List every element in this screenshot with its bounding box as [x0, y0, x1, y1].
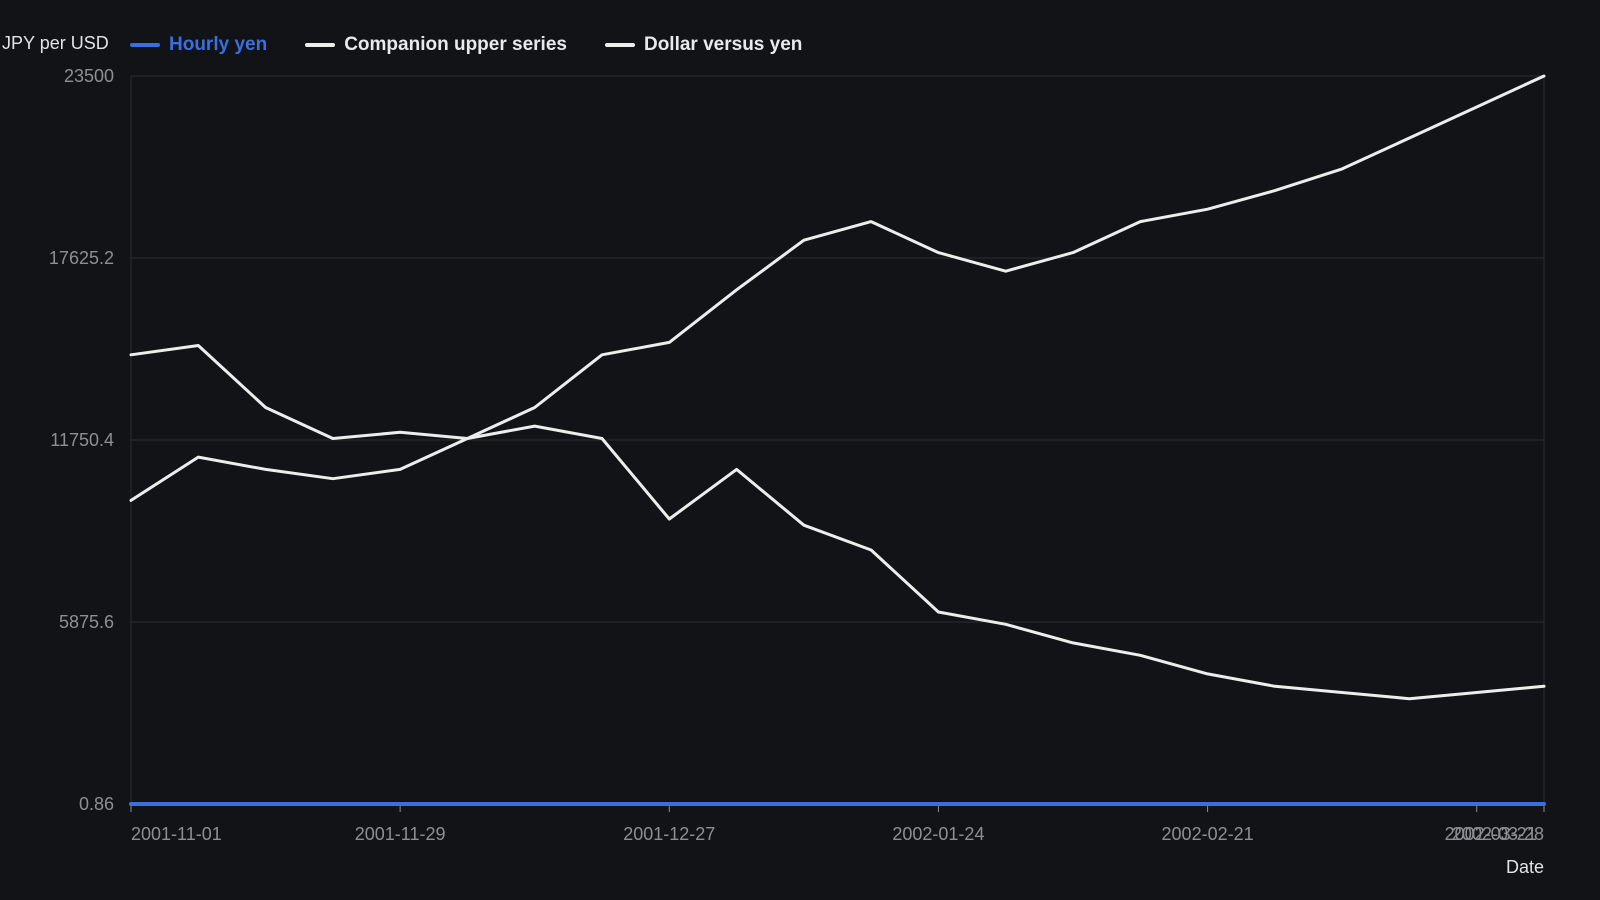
legend-swatch-companion-upper-series	[305, 43, 336, 47]
y-axis-label: JPY per USD	[2, 33, 109, 53]
legend: Hourly yen Companion upper series Dollar…	[130, 34, 802, 56]
legend-item-dollar-versus-yen[interactable]: Dollar versus yen	[604, 34, 803, 56]
y-tick-label: 11750.4	[50, 430, 114, 450]
x-tick-label: 2002-01-24	[892, 824, 984, 844]
x-axis-label: Date	[1505, 857, 1544, 877]
y-tick-label: 5875.6	[59, 612, 114, 632]
legend-label-dollar-versus-yen: Dollar versus yen	[643, 34, 803, 55]
legend-item-companion-upper-series[interactable]: Companion upper series	[305, 34, 567, 56]
y-tick-label: 17625.2	[49, 248, 114, 268]
y-tick-label: 23500	[64, 66, 114, 86]
legend-label-companion-upper-series: Companion upper series	[344, 34, 567, 55]
x-tick-label: 2002-03-21	[1445, 824, 1537, 844]
series-line-companion-upper-series	[129, 74, 1546, 502]
legend-item-hourly-yen[interactable]: Hourly yen	[130, 34, 267, 56]
y-tick-label: 0.86	[79, 794, 114, 814]
x-tick-label: 2001-12-27	[623, 824, 715, 844]
legend-label-hourly-yen: Hourly yen	[169, 34, 268, 55]
legend-swatch-dollar-versus-yen	[604, 43, 635, 47]
x-tick-label: 2002-03-28	[1452, 824, 1544, 844]
series-line-dollar-versus-yen	[129, 344, 1546, 701]
legend-swatch-hourly-yen	[130, 43, 160, 47]
x-tick-label: 2001-11-01	[131, 824, 222, 844]
x-tick-label: 2002-02-21	[1162, 824, 1254, 844]
x-tick-label: 2001-11-29	[355, 824, 446, 844]
